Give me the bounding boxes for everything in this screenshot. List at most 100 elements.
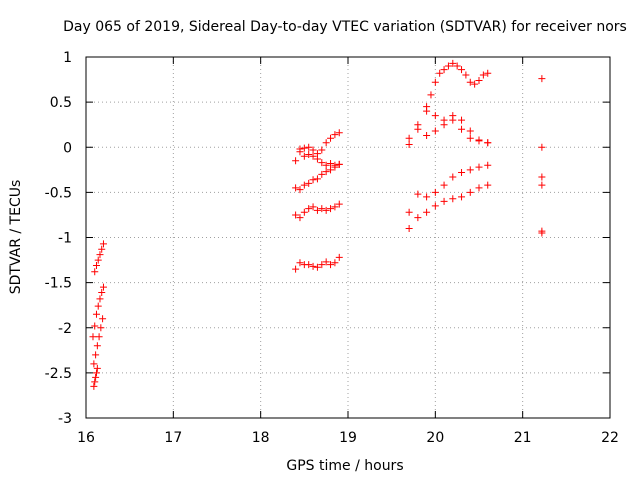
- data-point: [309, 262, 317, 270]
- data-points: [89, 59, 546, 390]
- series-track-2: [292, 253, 343, 273]
- data-point: [335, 160, 343, 168]
- data-point: [444, 62, 452, 70]
- data-point: [431, 202, 439, 210]
- data-point: [296, 259, 304, 267]
- data-point: [309, 152, 317, 160]
- data-point: [538, 227, 546, 235]
- series-track-9: [405, 116, 492, 149]
- data-point: [92, 373, 100, 381]
- data-point: [427, 91, 435, 99]
- data-point: [484, 181, 492, 189]
- series-track-10: [405, 107, 492, 147]
- data-point: [431, 127, 439, 135]
- data-point: [440, 181, 448, 189]
- data-point: [92, 351, 100, 359]
- series-track-1b: [91, 283, 107, 330]
- data-point: [458, 66, 466, 74]
- data-point: [305, 150, 313, 158]
- data-point: [296, 186, 304, 194]
- data-point: [331, 131, 339, 139]
- y-axis-label: SDTVAR / TECUs: [8, 180, 24, 295]
- data-point: [440, 66, 448, 74]
- data-point: [300, 181, 308, 189]
- data-point: [453, 62, 461, 70]
- x-tick-label: 16: [77, 430, 95, 446]
- data-point: [90, 360, 98, 368]
- x-tick-label: 21: [514, 430, 532, 446]
- data-point: [479, 71, 487, 79]
- data-point: [405, 224, 413, 232]
- data-point: [296, 145, 304, 153]
- data-point: [91, 322, 99, 330]
- data-point: [484, 161, 492, 169]
- data-point: [414, 190, 422, 198]
- y-tick-label: -2.5: [45, 366, 72, 382]
- x-tick-label: 19: [339, 430, 357, 446]
- data-point: [331, 259, 339, 267]
- data-point: [98, 245, 106, 253]
- data-point: [292, 184, 300, 192]
- data-point: [305, 205, 313, 213]
- y-tick-label: 0.5: [50, 95, 72, 111]
- data-point: [431, 78, 439, 86]
- data-point: [484, 139, 492, 147]
- data-point: [335, 129, 343, 137]
- x-axis-label: GPS time / hours: [286, 458, 403, 474]
- data-point: [466, 166, 474, 174]
- data-point: [96, 295, 104, 303]
- data-point: [475, 136, 483, 144]
- grid: [86, 57, 610, 418]
- data-point: [466, 78, 474, 86]
- data-point: [458, 116, 466, 124]
- y-tick-label: -3: [58, 411, 72, 427]
- data-point: [423, 208, 431, 216]
- data-point: [322, 139, 330, 147]
- y-tick-label: -0.5: [45, 185, 72, 201]
- y-tick-label: -2: [58, 321, 72, 337]
- data-point: [318, 205, 326, 213]
- data-point: [89, 333, 97, 341]
- series-track-7: [405, 181, 492, 232]
- data-point: [327, 159, 335, 167]
- data-point: [466, 127, 474, 135]
- series-track-12: [538, 75, 546, 237]
- data-point: [538, 143, 546, 151]
- data-point: [94, 256, 102, 264]
- data-point: [300, 144, 308, 152]
- data-point: [322, 258, 330, 266]
- data-point: [318, 146, 326, 154]
- data-point: [423, 193, 431, 201]
- data-point: [538, 173, 546, 181]
- chart-title: Day 065 of 2019, Sidereal Day-to-day VTE…: [63, 19, 627, 35]
- data-point: [484, 69, 492, 77]
- data-point: [318, 261, 326, 269]
- series-track-6: [296, 129, 343, 158]
- data-point: [471, 80, 479, 88]
- data-point: [92, 261, 100, 269]
- data-point: [305, 261, 313, 269]
- data-point: [92, 369, 100, 377]
- data-point: [313, 175, 321, 183]
- x-tick-label: 18: [252, 430, 270, 446]
- data-point: [423, 132, 431, 140]
- data-point: [322, 206, 330, 214]
- series-track-1a: [91, 240, 107, 276]
- data-point: [99, 283, 107, 291]
- data-point: [331, 161, 339, 169]
- data-point: [96, 251, 104, 259]
- data-point: [296, 214, 304, 222]
- data-point: [318, 159, 326, 167]
- data-point: [93, 364, 101, 372]
- data-point: [318, 170, 326, 178]
- data-point: [327, 261, 335, 269]
- data-point: [458, 169, 466, 177]
- data-point: [305, 143, 313, 151]
- data-point: [462, 71, 470, 79]
- data-point: [292, 157, 300, 165]
- data-point: [313, 206, 321, 214]
- data-point: [431, 112, 439, 120]
- data-point: [94, 302, 102, 310]
- data-point: [93, 342, 101, 350]
